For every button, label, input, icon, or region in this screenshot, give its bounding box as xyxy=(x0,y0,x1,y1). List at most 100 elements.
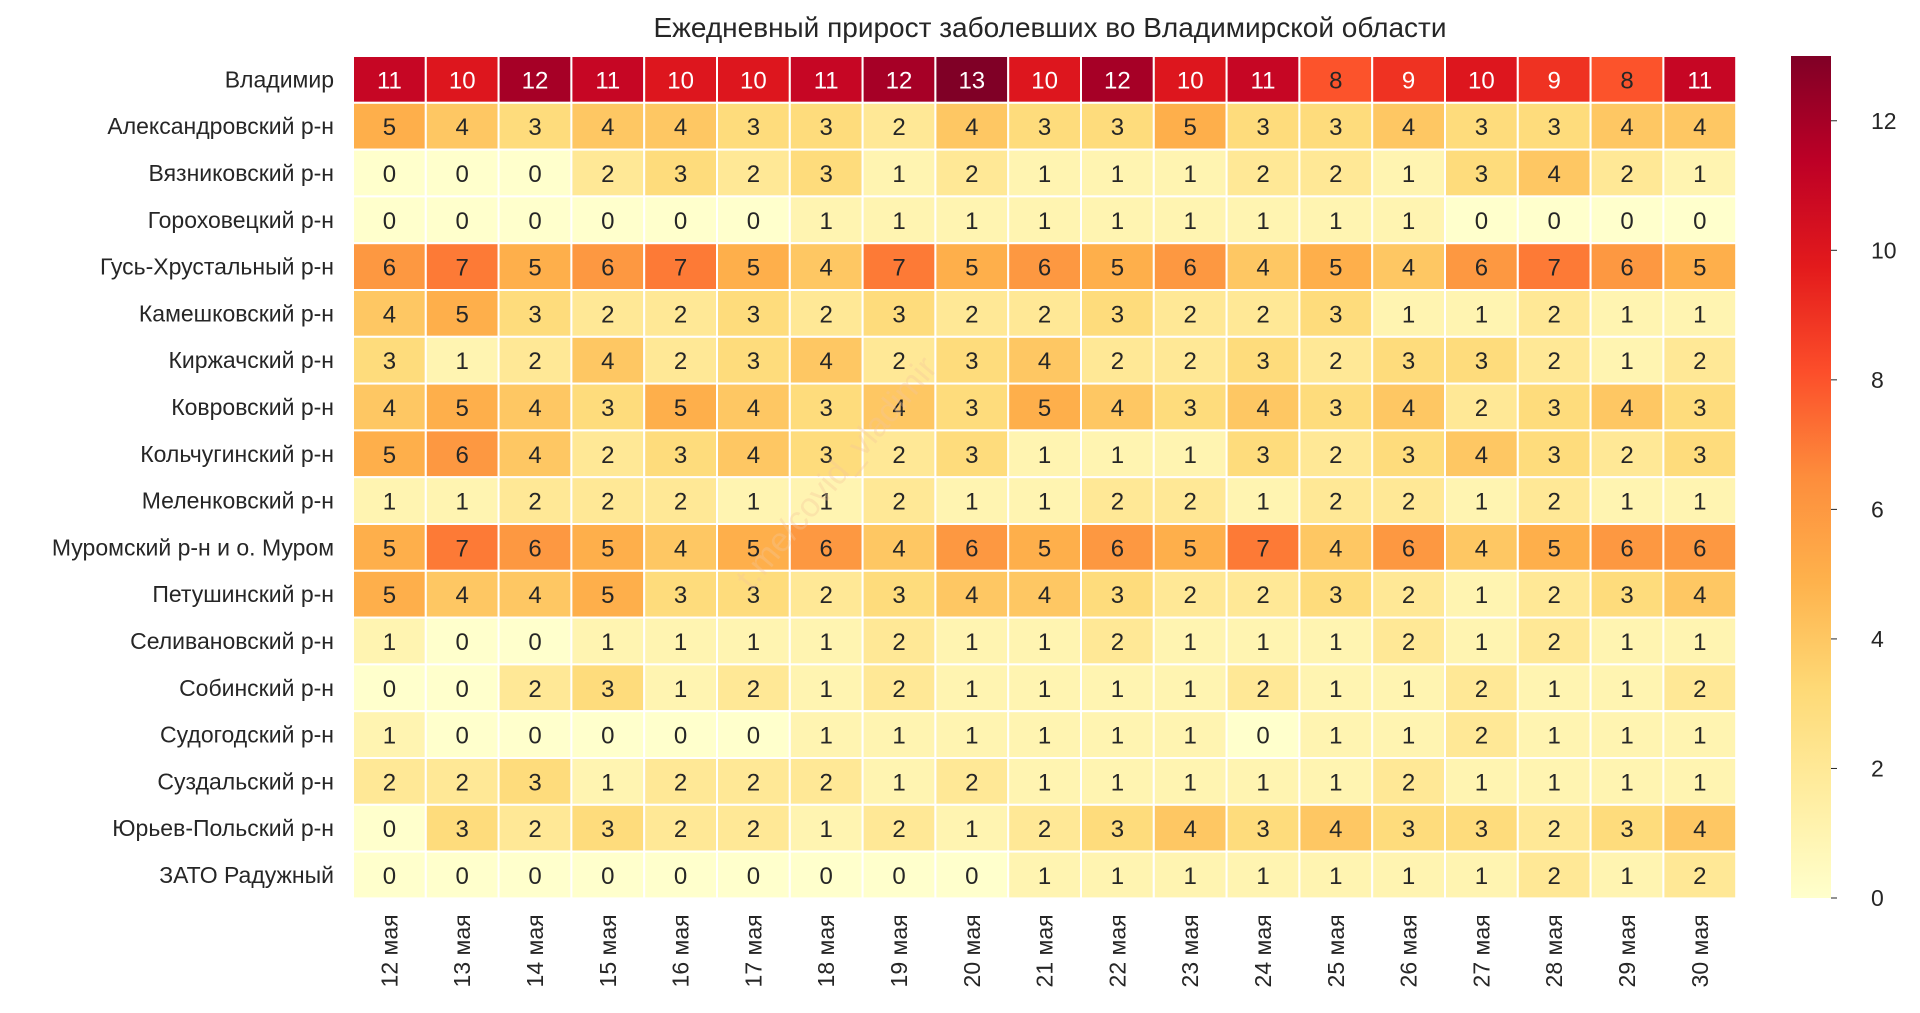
row-label: Собинский р-н xyxy=(179,675,334,701)
row-label: Гусь-Хрустальный р-н xyxy=(100,254,334,280)
cell-value-label: 2 xyxy=(820,301,833,328)
cell-value-label: 2 xyxy=(1548,629,1561,656)
heatmap-cell xyxy=(1662,663,1738,713)
cell-value-label: 4 xyxy=(1693,114,1706,141)
heatmap-cell xyxy=(934,429,1010,479)
cell-value-label: 3 xyxy=(1620,582,1633,609)
heatmap-cell xyxy=(424,195,500,245)
cell-value-label: 1 xyxy=(1620,348,1633,375)
cell-value-label: 0 xyxy=(383,208,396,235)
row-label: Юрьев-Польский р-н xyxy=(112,815,334,841)
heatmap-cell xyxy=(716,195,791,245)
heatmap-cell xyxy=(934,710,1010,760)
cell-value-label: 1 xyxy=(1475,629,1488,656)
row-label: ЗАТО Радужный xyxy=(159,862,334,888)
cell-value-label: 1 xyxy=(820,629,833,656)
cell-value-label: 10 xyxy=(667,67,694,94)
cell-value-label: 5 xyxy=(1693,255,1706,282)
cell-value-label: 1 xyxy=(456,348,469,375)
cell-value-label: 1 xyxy=(1329,676,1342,703)
cell-value-label: 1 xyxy=(1184,629,1197,656)
column-labels: 12 мая 13 мая 14 мая 15 мая 16 мая 17 мая 18 м… xyxy=(376,914,1712,987)
cell-value-label: 2 xyxy=(1548,301,1561,328)
cell-value-label: 1 xyxy=(820,489,833,516)
heatmap-cell xyxy=(861,616,937,666)
cell-value-label: 6 xyxy=(1402,535,1415,562)
cell-value-label: 2 xyxy=(1693,676,1706,703)
heatmap-cell xyxy=(1516,476,1592,526)
heatmap-cell xyxy=(1225,335,1301,385)
cell-value-label: 3 xyxy=(601,816,614,843)
row-label: Владимир xyxy=(225,66,334,92)
cell-value-label: 2 xyxy=(1548,816,1561,843)
heatmap-cell xyxy=(352,663,427,713)
heatmap-cell xyxy=(1662,101,1738,151)
heatmap-cell xyxy=(643,148,719,198)
cell-value-label: 0 xyxy=(383,863,396,890)
cell-value-label: 1 xyxy=(674,629,687,656)
heatmap-cell xyxy=(1662,289,1738,338)
cell-value-label: 1 xyxy=(601,769,614,796)
heatmap-cell xyxy=(424,242,500,291)
cell-value-label: 6 xyxy=(1620,535,1633,562)
cell-value-label: 2 xyxy=(1548,582,1561,609)
heatmap-cell xyxy=(1298,476,1374,526)
cell-value-label: 2 xyxy=(965,769,978,796)
cell-value-label: 1 xyxy=(1548,723,1561,750)
heatmap-cell xyxy=(1444,710,1519,760)
cell-value-label: 3 xyxy=(674,442,687,469)
cell-value-label: 0 xyxy=(528,723,541,750)
heatmap-cell xyxy=(1371,476,1446,526)
cell-value-label: 4 xyxy=(1184,816,1197,843)
cell-value-label: 4 xyxy=(456,582,469,609)
heatmap-cell xyxy=(1298,55,1374,104)
cell-value-label: 0 xyxy=(456,629,469,656)
cell-value-label: 4 xyxy=(1402,114,1415,141)
heatmap-cell xyxy=(1444,148,1519,198)
colorbar-tick-label: 6 xyxy=(1871,496,1884,522)
cell-value-label: 7 xyxy=(1548,255,1561,282)
heatmap-cell xyxy=(1662,757,1738,806)
heatmap-cell xyxy=(1225,148,1301,198)
heatmap-cell xyxy=(1371,803,1446,853)
cell-value-label: 2 xyxy=(528,816,541,843)
heatmap-cell xyxy=(352,569,427,619)
cell-value-label: 2 xyxy=(892,114,905,141)
cell-value-label: 4 xyxy=(965,114,978,141)
cell-value-label: 5 xyxy=(383,114,396,141)
cell-value-label: 0 xyxy=(1620,208,1633,235)
heatmap-cell xyxy=(1007,663,1083,713)
cell-value-label: 5 xyxy=(674,395,687,422)
cell-value-label: 2 xyxy=(892,442,905,469)
cell-value-label: 6 xyxy=(1111,535,1124,562)
heatmap-cell xyxy=(643,476,719,526)
column-label: 14 мая xyxy=(522,914,548,987)
heatmap-cell xyxy=(1007,569,1083,619)
row-label: Киржачский р-н xyxy=(169,347,335,373)
cell-value-label: 4 xyxy=(1111,395,1124,422)
cell-value-label: 2 xyxy=(601,442,614,469)
cell-value-label: 4 xyxy=(528,582,541,609)
heatmap-cell xyxy=(1298,569,1374,619)
heatmap-cell xyxy=(861,803,937,853)
cell-value-label: 3 xyxy=(1329,582,1342,609)
column-label: 22 мая xyxy=(1104,914,1130,987)
heatmap-cell xyxy=(934,850,1010,900)
cell-value-label: 3 xyxy=(1256,348,1269,375)
cell-value-label: 4 xyxy=(1620,395,1633,422)
cell-value-label: 2 xyxy=(1329,489,1342,516)
heatmap-cell xyxy=(1516,523,1592,572)
cell-value-label: 2 xyxy=(528,489,541,516)
heatmap-cell xyxy=(716,289,791,338)
heatmap-cell xyxy=(1298,850,1374,900)
cell-value-label: 4 xyxy=(820,255,833,282)
cell-value-label: 5 xyxy=(383,442,396,469)
heatmap-cell xyxy=(788,148,864,198)
cell-value-label: 2 xyxy=(1548,489,1561,516)
heatmap-cell xyxy=(1589,476,1665,526)
colorbar-tick-label: 8 xyxy=(1871,367,1884,393)
column-label: 29 мая xyxy=(1614,914,1640,987)
cell-value-label: 4 xyxy=(1693,582,1706,609)
